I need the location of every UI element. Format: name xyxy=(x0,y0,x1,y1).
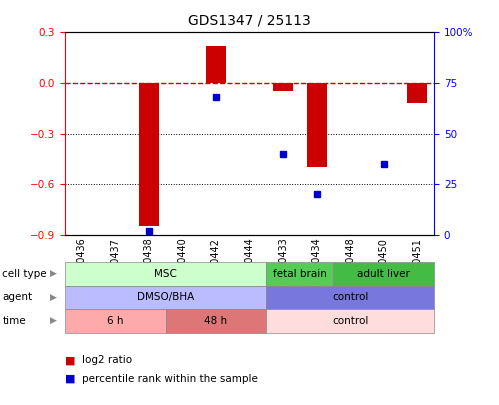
Text: ▶: ▶ xyxy=(50,293,57,302)
Text: MSC: MSC xyxy=(154,269,177,279)
Text: fetal brain: fetal brain xyxy=(273,269,327,279)
Text: control: control xyxy=(332,292,368,302)
Text: 48 h: 48 h xyxy=(205,316,228,326)
Text: time: time xyxy=(2,316,26,326)
Text: cell type: cell type xyxy=(2,269,47,279)
Bar xyxy=(206,46,226,83)
Text: ■: ■ xyxy=(65,356,75,365)
Text: adult liver: adult liver xyxy=(357,269,410,279)
Bar xyxy=(273,83,293,92)
Text: log2 ratio: log2 ratio xyxy=(82,356,132,365)
Title: GDS1347 / 25113: GDS1347 / 25113 xyxy=(188,13,311,27)
Text: ▶: ▶ xyxy=(50,316,57,325)
Bar xyxy=(306,83,327,167)
Text: ▶: ▶ xyxy=(50,269,57,278)
Text: agent: agent xyxy=(2,292,32,302)
Text: DMSO/BHA: DMSO/BHA xyxy=(137,292,194,302)
Text: ■: ■ xyxy=(65,374,75,384)
Bar xyxy=(407,83,428,103)
Text: 6 h: 6 h xyxy=(107,316,123,326)
Bar xyxy=(139,83,159,226)
Text: percentile rank within the sample: percentile rank within the sample xyxy=(82,374,258,384)
Text: control: control xyxy=(332,316,368,326)
